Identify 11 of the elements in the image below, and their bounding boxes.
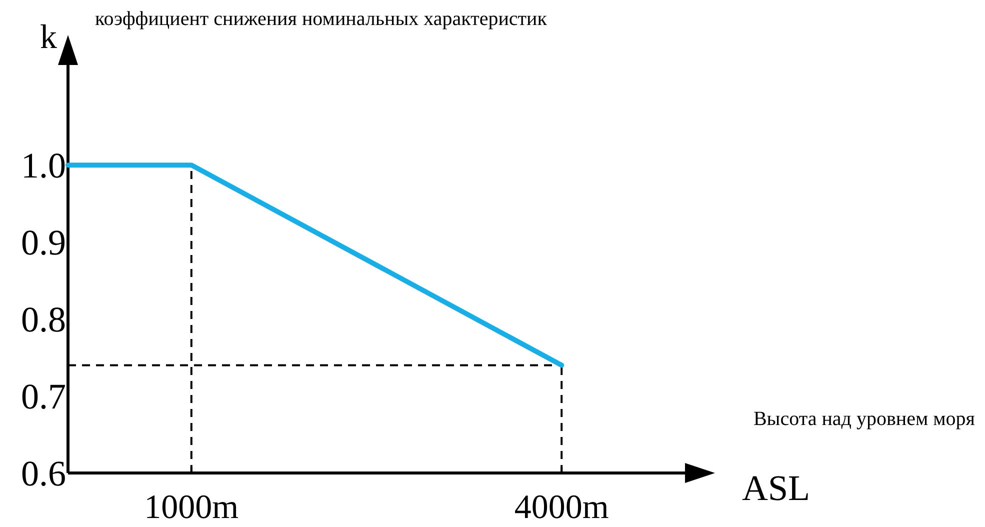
y-tick-label: 0.8 — [21, 300, 66, 340]
y-tick-label: 0.6 — [21, 454, 66, 494]
x-tick-label: 4000m — [514, 489, 609, 526]
y-axis-title: k — [40, 19, 57, 56]
y-tick-label: 1.0 — [21, 146, 66, 186]
text: Высота над уровнем моря — [753, 408, 975, 430]
y-tick-label: 0.7 — [21, 376, 66, 417]
text: коэффициент снижения номинальных характеристик — [95, 8, 548, 30]
x-axis-title: ASL — [742, 468, 810, 508]
x-tick-label: 1000m — [144, 489, 239, 526]
y-tick-label: 0.9 — [21, 222, 66, 263]
